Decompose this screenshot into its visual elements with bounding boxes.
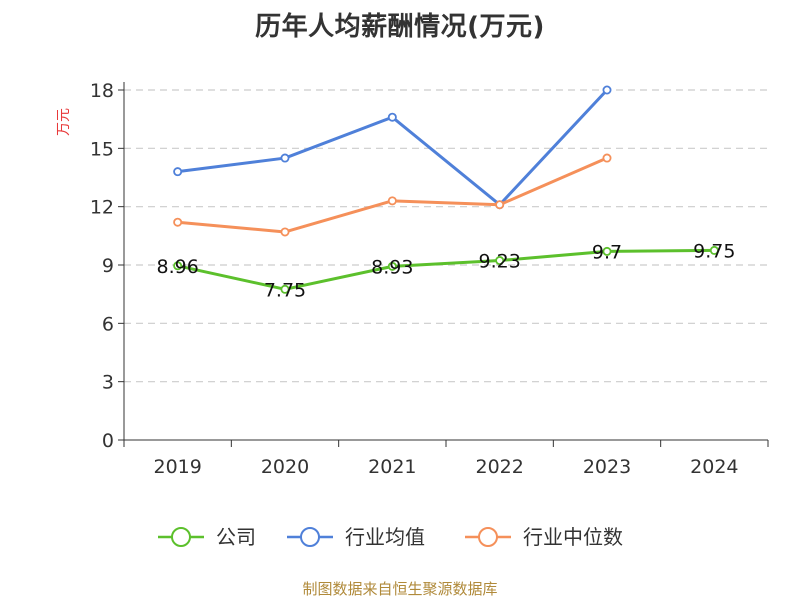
data-label-2021: 8.93 bbox=[371, 256, 413, 278]
legend-item-2[interactable]: 行业中位数 bbox=[465, 525, 623, 549]
legend-label-2: 行业中位数 bbox=[523, 525, 623, 549]
chart-title: 历年人均薪酬情况(万元) bbox=[255, 12, 545, 42]
gridlines bbox=[124, 89, 768, 383]
series-line-0 bbox=[177, 248, 715, 291]
y-tick-label-15: 15 bbox=[90, 138, 114, 160]
data-label-2020: 7.75 bbox=[264, 279, 306, 301]
legend[interactable]: 公司 行业均值 行业中位数 bbox=[158, 525, 623, 549]
series-0-point-5 bbox=[709, 245, 719, 255]
x-tick-label-2024: 2024 bbox=[690, 456, 738, 478]
y-tick-label-9: 9 bbox=[102, 255, 114, 277]
series-0-point-3 bbox=[495, 256, 505, 266]
y-tick-label-0: 0 bbox=[102, 430, 114, 452]
y-tick-label-12: 12 bbox=[90, 197, 114, 219]
legend-marker-2 bbox=[478, 527, 498, 547]
data-label-2022: 9.23 bbox=[479, 251, 521, 273]
series-1-point-1 bbox=[280, 153, 290, 163]
legend-item-0[interactable]: 公司 bbox=[158, 525, 256, 549]
series-0-point-4 bbox=[602, 246, 612, 256]
legend-label-1: 行业均值 bbox=[345, 525, 425, 549]
series-line-2 bbox=[177, 156, 608, 234]
axes: 0 3 6 9 12 15 18 万元 2019 2020 2021 2022 2023 2024 bbox=[56, 80, 769, 478]
x-tick-label-2023: 2023 bbox=[583, 456, 631, 478]
series-2-point-1 bbox=[280, 227, 290, 237]
data-label-2023: 9.7 bbox=[592, 241, 622, 263]
series-2-point-3 bbox=[495, 200, 505, 210]
data-label-2024: 9.75 bbox=[693, 240, 735, 262]
series-1-point-2 bbox=[387, 112, 397, 122]
y-tick-label-6: 6 bbox=[102, 313, 114, 335]
series-lines bbox=[173, 85, 719, 294]
source-footer: 制图数据来自恒生聚源数据库 bbox=[302, 580, 498, 598]
legend-label-0: 公司 bbox=[216, 525, 256, 549]
series-1-point-4 bbox=[602, 85, 612, 95]
x-tick-label-2019: 2019 bbox=[153, 456, 201, 478]
series-2-point-2 bbox=[387, 196, 397, 206]
x-tick-label-2021: 2021 bbox=[368, 456, 416, 478]
data-labels: 8.96 7.75 8.93 9.23 9.7 9.75 bbox=[157, 240, 736, 301]
series-0-point-1 bbox=[280, 284, 290, 294]
x-tick-label-2022: 2022 bbox=[475, 456, 523, 478]
legend-item-1[interactable]: 行业均值 bbox=[287, 525, 425, 549]
legend-marker-1 bbox=[300, 527, 320, 547]
series-1-point-0 bbox=[173, 167, 183, 177]
x-tick-label-2020: 2020 bbox=[261, 456, 309, 478]
y-axis-label: 万元 bbox=[56, 108, 72, 136]
y-tick-label-3: 3 bbox=[102, 372, 114, 394]
legend-marker-0 bbox=[171, 527, 191, 547]
series-0-point-2 bbox=[387, 261, 397, 271]
y-tick-label-18: 18 bbox=[90, 80, 114, 102]
series-0-point-0 bbox=[173, 261, 183, 271]
series-2-point-4 bbox=[602, 153, 612, 163]
data-label-2019: 8.96 bbox=[157, 256, 199, 278]
series-2-point-0 bbox=[173, 217, 183, 227]
